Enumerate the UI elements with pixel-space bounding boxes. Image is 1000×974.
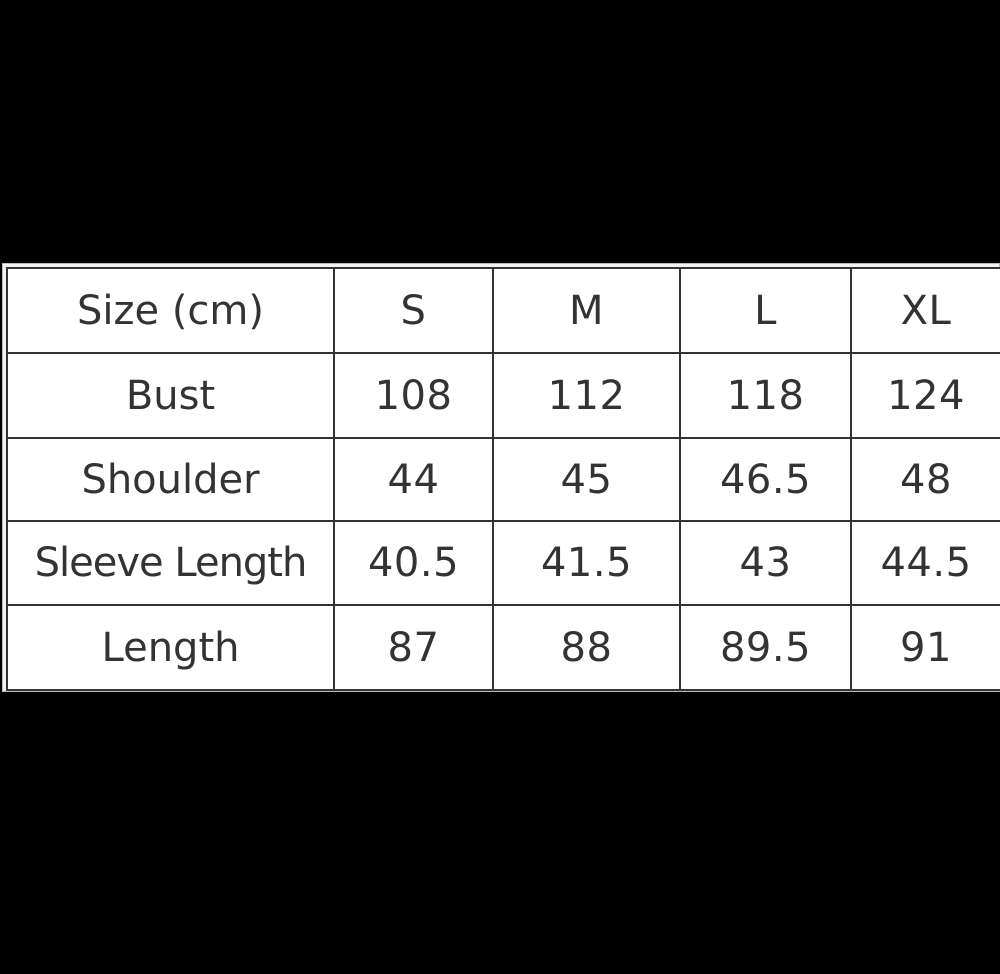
table-cell: 87 [333, 604, 494, 691]
table-row-bust: Bust 108 112 118 124 [6, 352, 1000, 439]
table-row-shoulder: Shoulder 44 45 46.5 48 [6, 437, 1000, 522]
table-cell: 112 [492, 352, 681, 439]
row-label: Length [6, 604, 335, 691]
header-cell-size: Size (cm) [6, 267, 335, 354]
table-cell: 46.5 [679, 437, 852, 522]
header-cell-xl: XL [850, 267, 1000, 354]
row-label: Shoulder [6, 437, 335, 522]
header-cell-s: S [333, 267, 494, 354]
table-cell: 43 [679, 520, 852, 606]
header-cell-m: M [492, 267, 681, 354]
row-label: Sleeve Length [6, 520, 335, 606]
table-row-sleeve-length: Sleeve Length 40.5 41.5 43 44.5 [6, 520, 1000, 606]
header-cell-l: L [679, 267, 852, 354]
table-cell: 41.5 [492, 520, 681, 606]
header-row: Size (cm) S M L XL [6, 267, 1000, 354]
table-cell: 44 [333, 437, 494, 522]
table-cell: 108 [333, 352, 494, 439]
table-cell: 45 [492, 437, 681, 522]
table-cell: 124 [850, 352, 1000, 439]
size-chart-table: Size (cm) S M L XL Bust 108 112 118 124 … [6, 267, 1000, 691]
table-cell: 48 [850, 437, 1000, 522]
row-label: Bust [6, 352, 335, 439]
table-cell: 91 [850, 604, 1000, 691]
table-cell: 89.5 [679, 604, 852, 691]
table-cell: 40.5 [333, 520, 494, 606]
table-cell: 88 [492, 604, 681, 691]
table-row-length: Length 87 88 89.5 91 [6, 604, 1000, 691]
table-cell: 44.5 [850, 520, 1000, 606]
table-cell: 118 [679, 352, 852, 439]
